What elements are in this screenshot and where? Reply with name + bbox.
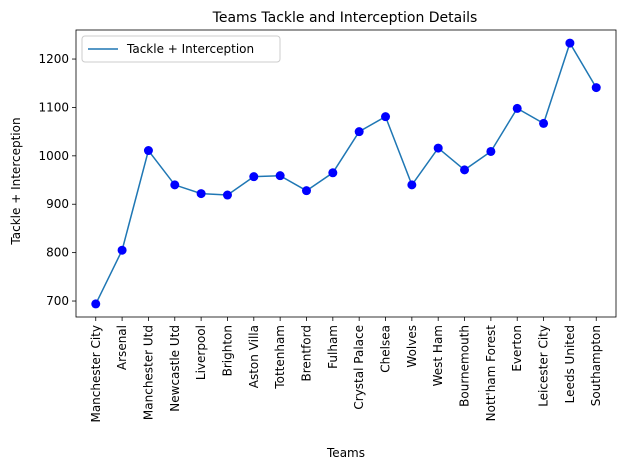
data-point [512, 103, 522, 113]
x-tick-label: Leeds United [563, 325, 577, 403]
data-point [539, 118, 549, 128]
x-tick-label: Everton [510, 325, 524, 372]
data-point [381, 112, 391, 122]
x-tick-label: Brentford [299, 325, 313, 382]
x-tick-label: Liverpool [194, 325, 208, 380]
series-line [95, 41, 597, 305]
data-point [275, 171, 285, 181]
data-point [328, 168, 338, 178]
data-point [91, 299, 101, 309]
series-points [91, 38, 601, 309]
legend: Tackle + Interception [81, 35, 281, 63]
data-point [591, 83, 601, 93]
data-point [222, 190, 232, 200]
x-tick-label: West Ham [431, 325, 445, 386]
data-point [565, 38, 575, 48]
data-point [170, 180, 180, 190]
legend-box [81, 35, 281, 63]
x-tick-label: Southampton [589, 325, 603, 406]
data-point [407, 180, 417, 190]
chart-title: Teams Tackle and Interception Details [212, 10, 478, 26]
x-axis: Manchester City Arsenal Manchester Utd Newc… [89, 317, 603, 423]
x-tick-label: Bournemouth [458, 325, 472, 407]
data-point [196, 189, 206, 199]
y-tick-label: 900 [46, 197, 69, 211]
x-tick-label: Wolves [405, 325, 419, 368]
y-axis: 700 800 900 1000 1100 1200 [38, 52, 76, 308]
x-tick-label: Manchester City [89, 325, 103, 423]
y-tick-label: 800 [46, 246, 69, 260]
x-axis-title: Teams [326, 446, 365, 460]
x-tick-label: Manchester Utd [141, 325, 155, 420]
data-point [143, 146, 153, 156]
x-tick-label: Tottenham [273, 325, 287, 390]
data-point [117, 245, 127, 255]
data-point [301, 186, 311, 196]
data-point [460, 165, 470, 175]
y-tick-label: 1000 [38, 149, 69, 163]
data-point [433, 143, 443, 153]
y-tick-label: 1100 [38, 100, 69, 114]
x-tick-label: Arsenal [115, 325, 129, 370]
x-tick-label: Leicester City [537, 325, 551, 407]
plot-frame [75, 29, 617, 318]
x-tick-label: Newcastle Utd [168, 325, 182, 412]
y-tick-label: 700 [46, 294, 69, 308]
x-tick-label: Brighton [220, 325, 234, 376]
plot-area: 700 800 900 1000 1100 1200 Manchester City Ars… [38, 29, 617, 423]
y-tick-label: 1200 [38, 52, 69, 66]
y-axis-title: Tackle + Interception [9, 117, 23, 245]
data-point [486, 146, 496, 156]
x-tick-label: Crystal Palace [352, 325, 366, 410]
data-point [354, 127, 364, 137]
legend-label: Tackle + Interception [126, 42, 254, 56]
x-tick-label: Nott'ham Forest [484, 325, 498, 422]
data-point [249, 172, 259, 182]
x-tick-label: Aston Villa [247, 325, 261, 388]
x-tick-label: Chelsea [379, 325, 393, 373]
x-tick-label: Fulham [326, 325, 340, 369]
